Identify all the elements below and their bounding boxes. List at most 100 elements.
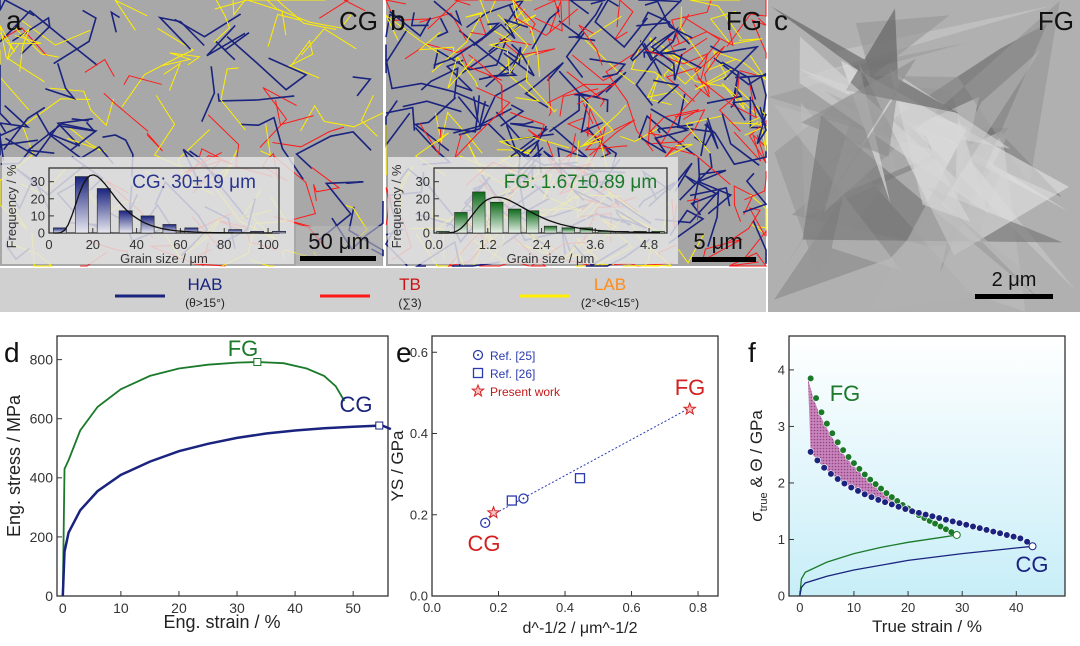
hardening-point-cg (976, 524, 984, 532)
grain-boundary (559, 88, 599, 117)
grain-boundary (751, 17, 767, 59)
grain-boundary (3, 106, 46, 151)
grain-boundary (206, 24, 246, 57)
grain-boundary (478, 46, 522, 81)
scale-bar-a-label: 50 μm (308, 229, 370, 254)
grain-boundary (589, 119, 636, 156)
grain-boundary (501, 8, 537, 40)
boundary-legend (0, 268, 766, 312)
grain-boundary (500, 104, 525, 127)
hardening-point-cg (962, 521, 970, 529)
grain-boundary (466, 0, 525, 28)
grain-boundary (566, 71, 605, 107)
x-tick-label: 1.2 (479, 237, 497, 252)
grain-boundary (605, 48, 654, 152)
grain-boundary (226, 36, 308, 91)
panel-label-f: f (748, 337, 756, 368)
y-tick-label: 0 (778, 589, 785, 604)
grain-boundary (319, 0, 366, 19)
hardening-point-fg (871, 480, 880, 488)
grain-boundary (742, 172, 768, 214)
grain-boundary (718, 70, 757, 132)
grain-boundary (473, 18, 529, 47)
grain-boundary (217, 93, 295, 102)
hardening-point-cg (1023, 538, 1031, 546)
grain-boundary (267, 13, 302, 47)
x-tick-label: 50 (345, 600, 361, 616)
grain-boundary (157, 16, 205, 50)
grain-boundary (163, 62, 182, 91)
histogram-bar (561, 227, 575, 234)
grain-boundary (512, 0, 541, 77)
histogram-bar (118, 210, 133, 234)
grain-boundary (266, 0, 352, 29)
grain-boundary (728, 252, 767, 267)
grain-boundary (659, 48, 687, 57)
grain (799, 36, 989, 214)
legend-label-hab: HAB (188, 275, 223, 294)
grain-boundary (479, 0, 512, 46)
grain-boundary (630, 40, 689, 104)
grain-boundary (434, 111, 483, 154)
grain-boundary (676, 93, 714, 133)
grain-boundary (232, 0, 280, 17)
panel-label-d: d (4, 337, 20, 368)
grain-boundary (636, 21, 691, 45)
grain-boundary (566, 117, 604, 164)
y-tick-label: 1 (778, 532, 785, 547)
grain-boundary (146, 132, 163, 152)
grain-boundary (584, 134, 628, 151)
hardening-point-cg (874, 496, 882, 504)
grain (770, 6, 959, 114)
x-axis-label: Eng. strain / % (163, 612, 280, 632)
grain-boundary (620, 127, 659, 143)
grain-boundary (47, 118, 93, 147)
hardening-point-cg (949, 517, 957, 525)
grain-boundary (360, 94, 378, 137)
grain-boundary (419, 122, 442, 156)
panel-label-b: b (390, 5, 406, 36)
grain-boundary (575, 2, 604, 42)
x-tick-label: 30 (229, 600, 245, 616)
x-tick-label: 0.0 (425, 237, 443, 252)
micrograph-c-tem (768, 0, 1080, 312)
grain-boundary (413, 96, 457, 152)
grain-boundary (454, 87, 511, 158)
grain-boundary (427, 0, 479, 30)
hardening-point-cg (928, 512, 937, 520)
hardening-point-fg (812, 394, 820, 402)
grain-boundary (672, 22, 734, 47)
grain-boundary (0, 136, 38, 162)
grain-boundary (490, 14, 529, 75)
grain-boundary (288, 39, 320, 79)
uts-marker-cg (375, 421, 384, 430)
uts-marker-fg (253, 358, 262, 366)
grain (889, 69, 1011, 222)
grain-boundary (638, 114, 696, 156)
hardening-point-fg (844, 453, 853, 461)
x-tick-label: 0.0 (423, 600, 441, 615)
grain-boundary (431, 12, 484, 73)
hardening-point-cg (955, 519, 964, 527)
grain-boundary (726, 0, 767, 47)
legend-marker-circle-dot (477, 354, 479, 356)
histogram-bar (508, 208, 522, 234)
histogram-bar (454, 212, 468, 234)
grain-boundary (680, 6, 704, 60)
grain-boundary (457, 96, 480, 124)
y-axis-label: Eng. stress / MPa (4, 394, 24, 537)
hardening-point-fg (823, 420, 831, 428)
grain-boundary (110, 10, 121, 33)
x-tick-label: 100 (257, 237, 279, 252)
grain-boundary (709, 45, 760, 81)
grain-boundary (732, 99, 767, 127)
y-axis-label: Frequency / % (389, 164, 404, 248)
grain-boundary (45, 62, 77, 100)
grain-boundary (558, 20, 583, 39)
hardening-point-cg (888, 500, 896, 509)
x-axis-label: Grain size / μm (507, 251, 595, 266)
y-tick-label: 20 (416, 191, 430, 206)
grain-boundary (0, 64, 12, 126)
grain-boundary (685, 115, 724, 154)
panel-label-a: a (6, 5, 22, 36)
